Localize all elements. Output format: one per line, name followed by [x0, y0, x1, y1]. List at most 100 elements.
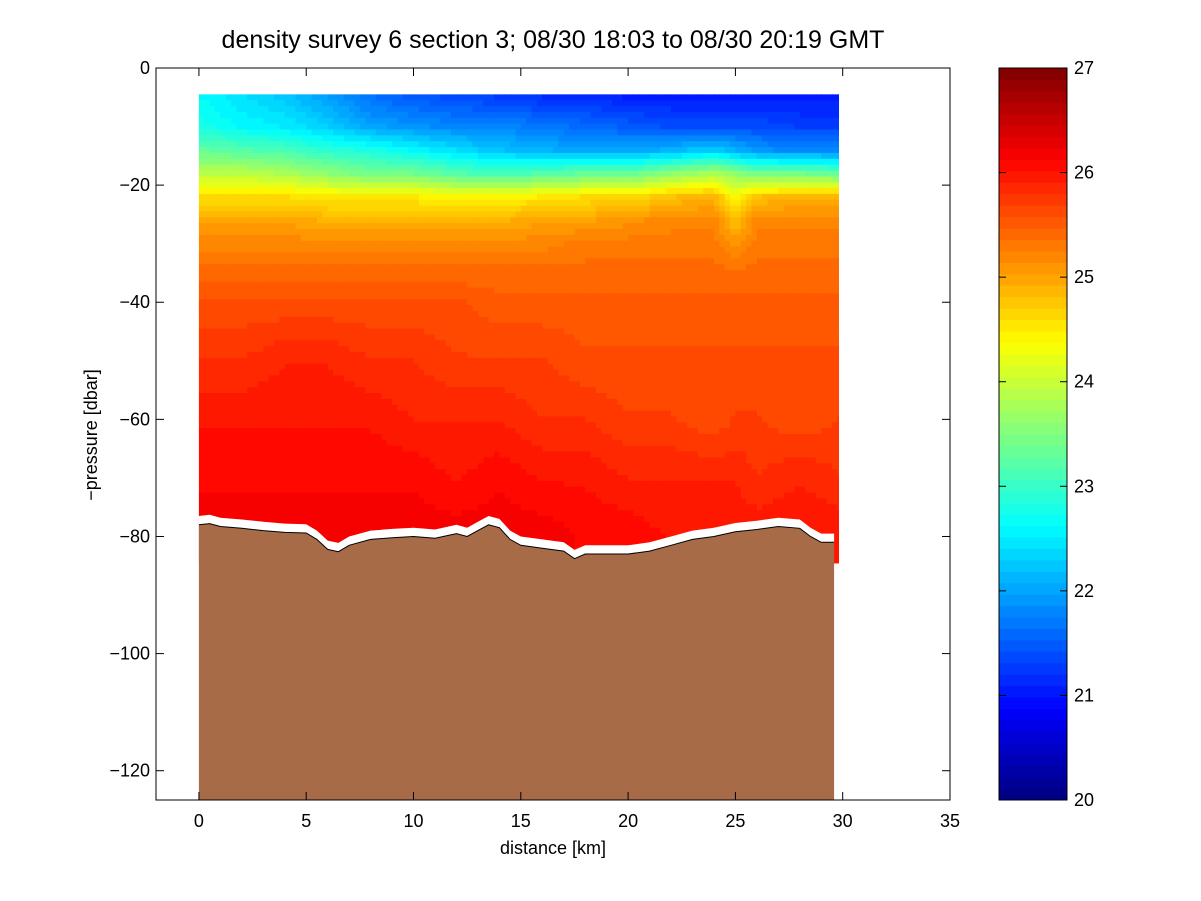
density-cell [257, 275, 264, 283]
density-cell [241, 445, 248, 453]
density-cell [461, 199, 468, 207]
density-cell [209, 158, 216, 166]
density-cell [483, 211, 490, 218]
density-cell [488, 135, 495, 142]
density-cell [515, 275, 522, 283]
density-cell [397, 147, 404, 154]
density-cell [510, 135, 517, 142]
density-cell [279, 422, 286, 429]
density-cell [231, 334, 238, 341]
density-cell [515, 422, 522, 429]
density-cell [504, 457, 511, 464]
density-cell [424, 129, 431, 136]
density-cell [322, 229, 329, 236]
density-cell [252, 445, 259, 453]
density-cell [257, 158, 264, 166]
density-cell [263, 451, 270, 459]
density-cell [316, 275, 323, 283]
density-cell [295, 474, 302, 482]
density-cell [241, 357, 248, 365]
density-cell [531, 176, 538, 183]
density-cell [284, 305, 291, 312]
density-cell [483, 387, 490, 394]
density-cell [268, 393, 275, 400]
density-cell [526, 457, 533, 464]
density-cell [306, 158, 313, 166]
density-cell [461, 463, 468, 470]
density-cell [381, 498, 388, 505]
density-cell [354, 223, 361, 230]
density-cell [381, 117, 388, 125]
density-cell [295, 106, 302, 113]
density-cell [499, 515, 506, 523]
density-cell [268, 246, 275, 254]
density-cell [349, 398, 356, 406]
density-cell [284, 264, 291, 271]
density-cell [241, 287, 248, 295]
density-cell [295, 457, 302, 464]
density-cell [381, 205, 388, 213]
density-cell [381, 328, 388, 336]
density-cell [349, 510, 356, 517]
density-cell [349, 445, 356, 453]
density-cell [461, 410, 468, 418]
density-cell [375, 111, 382, 119]
density-cell [499, 252, 506, 259]
density-cell [316, 439, 323, 447]
density-cell [263, 352, 270, 359]
density-cell [434, 252, 441, 259]
density-cell [338, 170, 345, 177]
density-cell [274, 246, 280, 254]
density-cell [306, 258, 313, 265]
density-cell [290, 106, 297, 113]
density-cell [198, 463, 205, 470]
density-cell [413, 434, 420, 441]
density-cell [520, 188, 527, 195]
density-cell [295, 176, 302, 183]
density-cell [354, 246, 361, 254]
density-cell [456, 270, 463, 277]
density-cell [499, 439, 506, 447]
density-cell [440, 474, 447, 482]
density-cell [241, 223, 248, 230]
density-cell [279, 193, 286, 201]
density-cell [429, 111, 436, 119]
density-cell [402, 281, 409, 289]
density-cell [504, 135, 511, 142]
density-cell [413, 311, 420, 318]
density-cell [354, 480, 361, 488]
density-cell [488, 193, 495, 201]
density-cell [456, 275, 463, 283]
density-cell [274, 240, 280, 248]
density-cell [231, 328, 238, 336]
density-cell [263, 463, 270, 470]
density-cell [413, 404, 420, 412]
density-cell [440, 158, 447, 166]
density-cell [381, 363, 388, 371]
density-cell [198, 100, 205, 107]
density-cell [241, 305, 248, 312]
density-cell [483, 287, 490, 295]
density-cell [418, 398, 425, 406]
density-cell [531, 199, 538, 207]
density-cell [402, 211, 409, 218]
density-cell [300, 111, 307, 119]
density-cell [429, 328, 436, 336]
density-cell [198, 117, 205, 125]
density-cell [209, 357, 216, 365]
density-cell [365, 352, 372, 359]
density-cell [354, 170, 361, 177]
density-cell [236, 299, 243, 306]
density-cell [295, 492, 302, 500]
density-cell [359, 322, 366, 330]
density-cell [445, 199, 452, 207]
density-cell [349, 123, 356, 131]
density-cell [279, 106, 286, 113]
density-cell [445, 352, 452, 359]
density-cell [268, 158, 275, 166]
density-cell [434, 106, 441, 113]
density-cell [311, 229, 318, 236]
density-cell [461, 492, 468, 500]
density-cell [434, 515, 441, 523]
density-cell [434, 498, 441, 505]
